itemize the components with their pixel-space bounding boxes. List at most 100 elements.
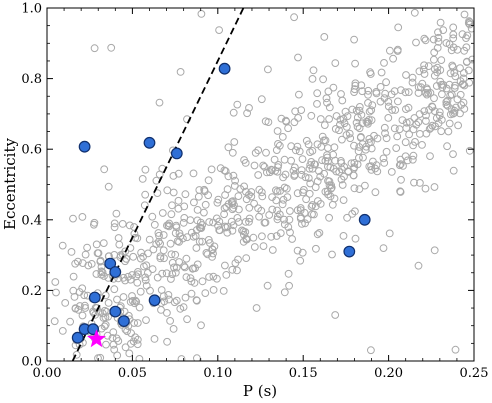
background-point: [133, 234, 142, 243]
background-point: [189, 169, 198, 178]
background-point: [167, 250, 176, 259]
background-point: [242, 195, 251, 204]
background-point: [159, 292, 168, 301]
background-point: [341, 107, 350, 116]
background-point: [457, 101, 466, 109]
background-point: [81, 250, 90, 259]
background-point: [100, 306, 109, 315]
background-point: [197, 321, 205, 330]
background-point: [338, 96, 347, 105]
background-point: [148, 212, 157, 221]
background-point: [355, 185, 364, 194]
background-point: [456, 90, 465, 99]
background-point: [101, 291, 110, 300]
background-point: [385, 229, 394, 238]
background-point: [196, 224, 205, 233]
background-point: [274, 140, 282, 148]
background-point: [128, 271, 137, 279]
background-point: [145, 235, 154, 244]
background-point: [410, 178, 418, 187]
background-point: [92, 240, 101, 249]
background-point: [247, 192, 256, 201]
background-point: [114, 337, 123, 345]
background-point: [130, 319, 139, 327]
background-point: [260, 163, 269, 171]
background-point: [243, 109, 252, 118]
background-point: [135, 303, 144, 312]
background-point: [443, 142, 452, 151]
background-point: [179, 218, 188, 227]
background-point: [367, 346, 375, 355]
background-point: [231, 176, 240, 185]
background-point: [458, 30, 467, 39]
y-tick-label: 0.0: [21, 355, 42, 370]
background-point: [259, 242, 268, 251]
background-point: [127, 329, 136, 338]
background-point: [204, 236, 213, 244]
background-point: [250, 243, 259, 251]
background-point: [424, 62, 433, 70]
background-point: [294, 53, 302, 62]
background-point: [205, 273, 214, 281]
background-point: [233, 100, 242, 109]
background-point: [396, 160, 405, 169]
background-point: [372, 88, 381, 96]
background-point: [420, 70, 429, 78]
background-point: [160, 297, 169, 306]
background-point: [270, 155, 279, 164]
background-point: [390, 124, 399, 133]
background-point: [97, 267, 106, 276]
background-point: [159, 231, 168, 239]
background-point: [169, 325, 178, 333]
background-point: [100, 165, 109, 174]
background-point: [255, 185, 264, 194]
background-point: [394, 23, 403, 32]
background-point: [119, 293, 128, 301]
background-point: [285, 215, 294, 224]
background-point: [272, 196, 281, 205]
highlighted-point: [148, 294, 161, 307]
background-point: [121, 247, 130, 256]
background-point: [156, 254, 165, 263]
background-point: [283, 193, 292, 202]
background-point: [189, 232, 198, 241]
y-tick-label: 0.6: [21, 143, 42, 158]
background-point: [230, 138, 239, 146]
background-point: [227, 217, 236, 226]
x-tick-label: 0.00: [33, 366, 62, 381]
background-point: [408, 73, 417, 82]
background-point: [376, 83, 385, 91]
background-point: [280, 220, 289, 229]
background-point: [190, 198, 198, 207]
background-point: [324, 190, 332, 199]
background-point: [350, 88, 359, 96]
background-point: [176, 68, 185, 76]
background-point: [403, 156, 412, 165]
background-point: [392, 144, 401, 153]
background-point: [451, 345, 460, 354]
background-point: [421, 184, 430, 193]
background-point: [181, 190, 190, 199]
background-point: [162, 269, 171, 278]
background-point: [273, 127, 282, 135]
background-point: [52, 288, 60, 297]
background-point: [319, 75, 328, 84]
star-marker: [87, 329, 106, 348]
background-point: [404, 88, 413, 96]
background-point: [343, 112, 352, 121]
background-point: [379, 154, 388, 163]
background-point: [201, 200, 210, 209]
background-point: [50, 317, 59, 326]
background-point: [429, 35, 438, 44]
background-point: [325, 115, 334, 123]
background-point: [286, 207, 294, 215]
background-point: [402, 118, 411, 127]
background-point: [449, 43, 458, 52]
background-point: [165, 219, 174, 228]
background-point: [142, 316, 150, 325]
background-point: [69, 286, 78, 295]
background-point: [313, 100, 321, 108]
background-point: [228, 148, 237, 157]
background-point: [69, 214, 77, 223]
background-point: [160, 254, 168, 263]
